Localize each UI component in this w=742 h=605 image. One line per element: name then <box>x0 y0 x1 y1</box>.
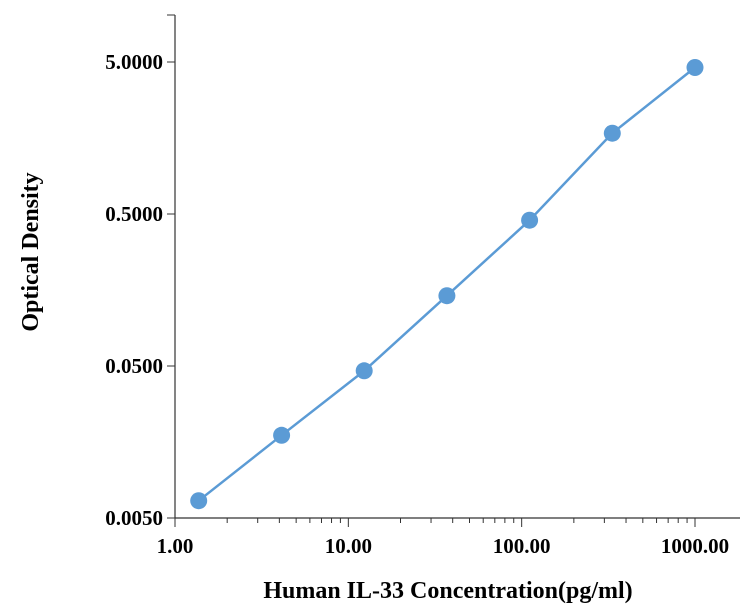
x-tick-labels: 1.00 10.00 100.00 1000.00 <box>157 534 730 558</box>
data-point <box>273 426 291 444</box>
axes <box>174 15 740 519</box>
data-point <box>438 287 456 305</box>
x-ticks <box>174 518 696 527</box>
x-tick-label: 100.00 <box>493 534 551 558</box>
y-tick-labels: 0.0050 0.0500 0.5000 5.0000 <box>105 50 163 530</box>
series <box>190 59 704 510</box>
data-point <box>686 59 704 76</box>
y-ticks <box>167 14 175 519</box>
data-point <box>190 492 208 510</box>
x-axis-title: Human IL-33 Concentration(pg/ml) <box>263 578 632 604</box>
data-point <box>355 362 373 380</box>
y-tick-label: 0.0500 <box>105 354 163 378</box>
y-axis-title: Optical Density <box>18 172 44 331</box>
y-tick-label: 5.0000 <box>105 50 163 74</box>
y-tick-label: 0.0050 <box>105 506 163 530</box>
x-tick-label: 10.00 <box>325 534 372 558</box>
data-point <box>521 211 539 229</box>
data-point <box>603 124 621 142</box>
y-tick-label: 0.5000 <box>105 202 163 226</box>
x-tick-label: 1.00 <box>157 534 194 558</box>
x-tick-label: 1000.00 <box>661 534 729 558</box>
